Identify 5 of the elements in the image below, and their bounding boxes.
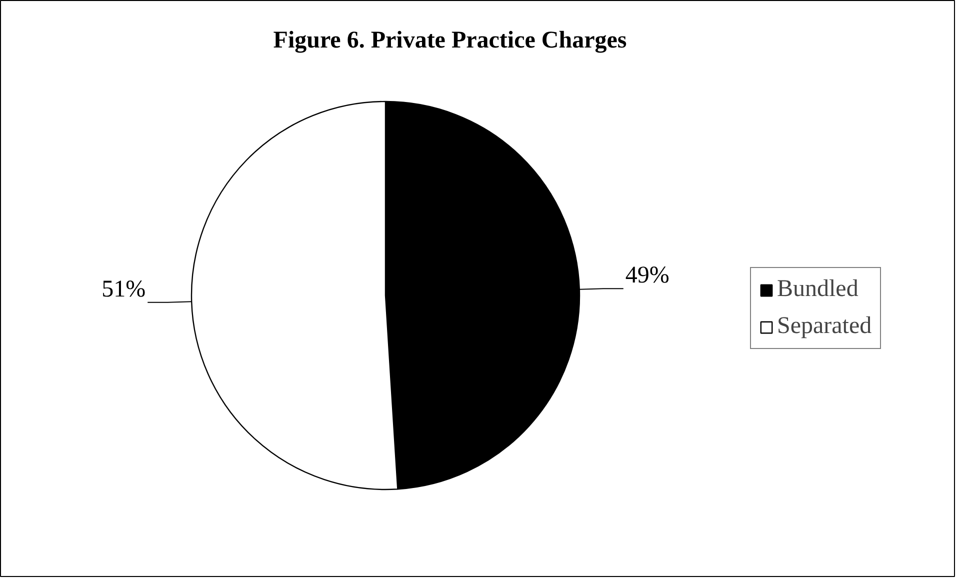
data-label: 51%: [102, 276, 146, 302]
legend-label: Separated: [777, 313, 872, 340]
data-label: 49%: [625, 262, 670, 289]
chart-title: Figure 6. Private Practice Charges: [273, 28, 627, 54]
legend-label: Bundled: [777, 276, 858, 303]
